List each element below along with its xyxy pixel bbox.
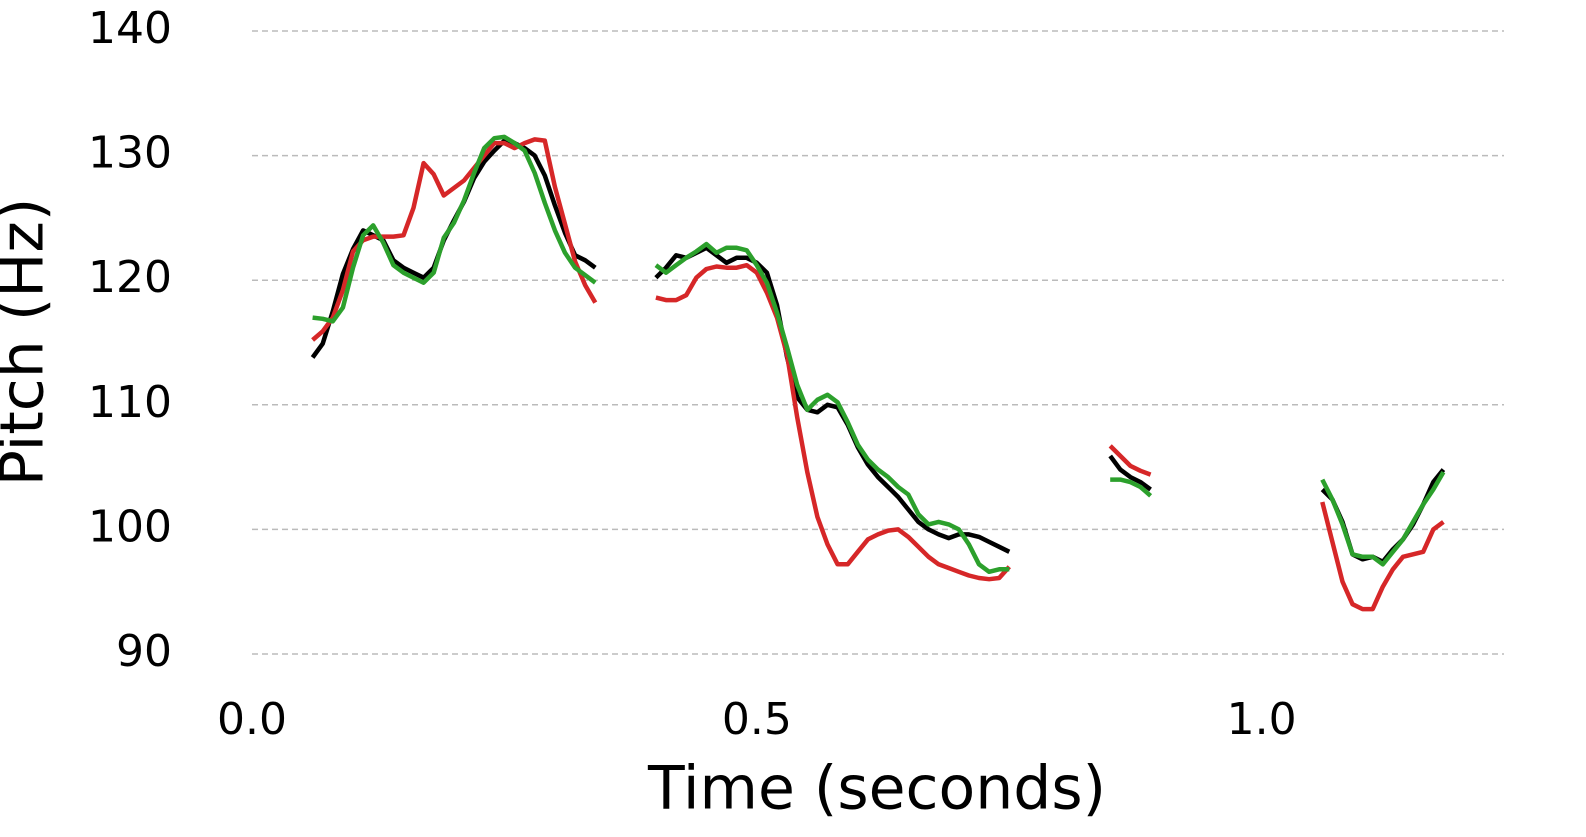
y-tick-label: 110 (88, 377, 172, 428)
x-tick-label: 1.0 (1227, 694, 1297, 745)
series-line (310, 138, 1446, 565)
x-tick-label: 0.5 (722, 694, 792, 745)
x-axis-label: Time (seconds) (647, 754, 1106, 824)
y-tick-label: 130 (88, 128, 172, 179)
x-tick-label: 0.0 (217, 694, 287, 745)
y-axis-label: Pitch (Hz) (0, 198, 58, 487)
series-line (311, 137, 1445, 612)
series-line (312, 134, 1446, 575)
y-tick-label: 90 (116, 626, 172, 677)
y-tick-label: 140 (88, 3, 172, 54)
y-tick-label: 100 (88, 501, 172, 552)
y-tick-label: 120 (88, 252, 172, 303)
